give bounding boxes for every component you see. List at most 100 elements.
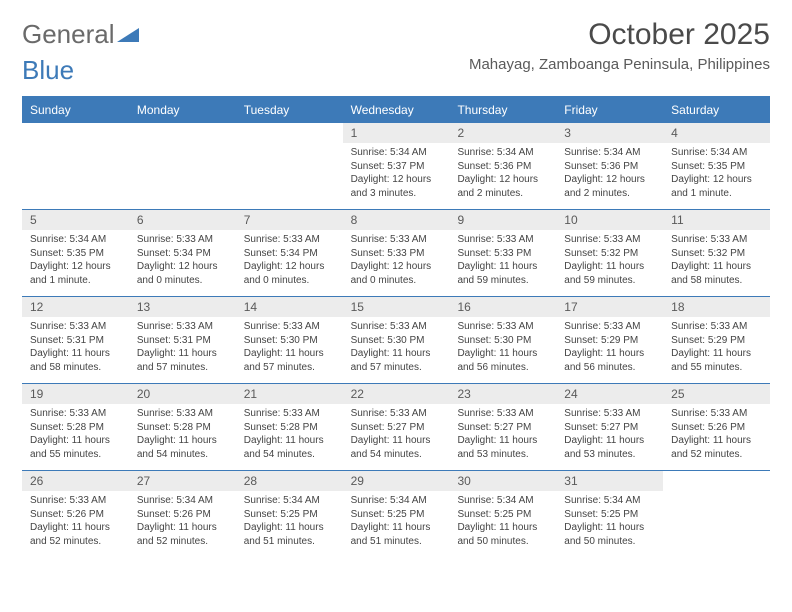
sunrise-text: Sunrise: 5:33 AM	[244, 233, 335, 247]
daylight-text: Daylight: 12 hours and 2 minutes.	[457, 173, 548, 200]
daylight-text: Daylight: 11 hours and 53 minutes.	[457, 434, 548, 461]
day-cell: 29Sunrise: 5:34 AMSunset: 5:25 PMDayligh…	[343, 470, 450, 556]
day-cell: 26Sunrise: 5:33 AMSunset: 5:26 PMDayligh…	[22, 470, 129, 556]
day-cell: 1Sunrise: 5:34 AMSunset: 5:37 PMDaylight…	[343, 122, 450, 208]
day-cell: 5Sunrise: 5:34 AMSunset: 5:35 PMDaylight…	[22, 209, 129, 295]
day-number: 15	[343, 296, 450, 317]
day-cell: 8Sunrise: 5:33 AMSunset: 5:33 PMDaylight…	[343, 209, 450, 295]
day-number: 14	[236, 296, 343, 317]
daylight-text: Daylight: 11 hours and 54 minutes.	[137, 434, 228, 461]
day-cell: 27Sunrise: 5:34 AMSunset: 5:26 PMDayligh…	[129, 470, 236, 556]
sunset-text: Sunset: 5:25 PM	[457, 508, 548, 522]
sunset-text: Sunset: 5:28 PM	[244, 421, 335, 435]
day-cell: 15Sunrise: 5:33 AMSunset: 5:30 PMDayligh…	[343, 296, 450, 382]
day-cell	[236, 122, 343, 208]
sunset-text: Sunset: 5:26 PM	[671, 421, 762, 435]
daylight-text: Daylight: 11 hours and 55 minutes.	[671, 347, 762, 374]
sunset-text: Sunset: 5:25 PM	[564, 508, 655, 522]
day-cell: 9Sunrise: 5:33 AMSunset: 5:33 PMDaylight…	[449, 209, 556, 295]
day-cell: 30Sunrise: 5:34 AMSunset: 5:25 PMDayligh…	[449, 470, 556, 556]
daylight-text: Daylight: 11 hours and 54 minutes.	[244, 434, 335, 461]
sunrise-text: Sunrise: 5:33 AM	[351, 233, 442, 247]
sunset-text: Sunset: 5:35 PM	[671, 160, 762, 174]
sunrise-text: Sunrise: 5:33 AM	[671, 407, 762, 421]
day-number-empty	[22, 122, 129, 142]
day-info: Sunrise: 5:33 AMSunset: 5:27 PMDaylight:…	[343, 404, 450, 469]
sunrise-text: Sunrise: 5:34 AM	[457, 494, 548, 508]
daylight-text: Daylight: 12 hours and 3 minutes.	[351, 173, 442, 200]
day-number: 29	[343, 470, 450, 491]
sunset-text: Sunset: 5:37 PM	[351, 160, 442, 174]
sunrise-text: Sunrise: 5:33 AM	[351, 407, 442, 421]
logo-triangle-icon	[117, 18, 139, 49]
day-number: 26	[22, 470, 129, 491]
sunrise-text: Sunrise: 5:33 AM	[671, 320, 762, 334]
day-info: Sunrise: 5:34 AMSunset: 5:35 PMDaylight:…	[22, 230, 129, 295]
sunset-text: Sunset: 5:28 PM	[30, 421, 121, 435]
week-row: 26Sunrise: 5:33 AMSunset: 5:26 PMDayligh…	[22, 470, 770, 557]
weekday-header: Wednesday	[343, 98, 450, 122]
day-info: Sunrise: 5:33 AMSunset: 5:30 PMDaylight:…	[236, 317, 343, 382]
day-info: Sunrise: 5:34 AMSunset: 5:35 PMDaylight:…	[663, 143, 770, 208]
weeks-container: 1Sunrise: 5:34 AMSunset: 5:37 PMDaylight…	[22, 122, 770, 557]
sunrise-text: Sunrise: 5:34 AM	[564, 494, 655, 508]
day-number: 9	[449, 209, 556, 230]
week-row: 12Sunrise: 5:33 AMSunset: 5:31 PMDayligh…	[22, 296, 770, 383]
sunset-text: Sunset: 5:36 PM	[457, 160, 548, 174]
day-number: 31	[556, 470, 663, 491]
sunset-text: Sunset: 5:30 PM	[351, 334, 442, 348]
sunset-text: Sunset: 5:26 PM	[137, 508, 228, 522]
day-cell: 20Sunrise: 5:33 AMSunset: 5:28 PMDayligh…	[129, 383, 236, 469]
day-info: Sunrise: 5:33 AMSunset: 5:28 PMDaylight:…	[236, 404, 343, 469]
sunrise-text: Sunrise: 5:33 AM	[137, 233, 228, 247]
sunset-text: Sunset: 5:30 PM	[457, 334, 548, 348]
sunset-text: Sunset: 5:27 PM	[351, 421, 442, 435]
sunrise-text: Sunrise: 5:33 AM	[137, 407, 228, 421]
daylight-text: Daylight: 11 hours and 51 minutes.	[351, 521, 442, 548]
daylight-text: Daylight: 12 hours and 0 minutes.	[351, 260, 442, 287]
sunset-text: Sunset: 5:36 PM	[564, 160, 655, 174]
day-cell: 21Sunrise: 5:33 AMSunset: 5:28 PMDayligh…	[236, 383, 343, 469]
day-info: Sunrise: 5:34 AMSunset: 5:25 PMDaylight:…	[449, 491, 556, 556]
day-cell: 18Sunrise: 5:33 AMSunset: 5:29 PMDayligh…	[663, 296, 770, 382]
week-row: 19Sunrise: 5:33 AMSunset: 5:28 PMDayligh…	[22, 383, 770, 470]
sunset-text: Sunset: 5:31 PM	[30, 334, 121, 348]
sunset-text: Sunset: 5:29 PM	[671, 334, 762, 348]
day-info: Sunrise: 5:33 AMSunset: 5:26 PMDaylight:…	[22, 491, 129, 556]
weekday-header: Sunday	[22, 98, 129, 122]
daylight-text: Daylight: 11 hours and 53 minutes.	[564, 434, 655, 461]
daylight-text: Daylight: 12 hours and 0 minutes.	[137, 260, 228, 287]
daylight-text: Daylight: 11 hours and 52 minutes.	[30, 521, 121, 548]
sunset-text: Sunset: 5:32 PM	[564, 247, 655, 261]
daylight-text: Daylight: 11 hours and 52 minutes.	[137, 521, 228, 548]
sunset-text: Sunset: 5:27 PM	[457, 421, 548, 435]
daylight-text: Daylight: 11 hours and 51 minutes.	[244, 521, 335, 548]
sunrise-text: Sunrise: 5:33 AM	[457, 320, 548, 334]
day-number: 12	[22, 296, 129, 317]
sunrise-text: Sunrise: 5:34 AM	[351, 494, 442, 508]
day-number: 23	[449, 383, 556, 404]
sunset-text: Sunset: 5:27 PM	[564, 421, 655, 435]
daylight-text: Daylight: 11 hours and 59 minutes.	[457, 260, 548, 287]
day-info: Sunrise: 5:33 AMSunset: 5:31 PMDaylight:…	[22, 317, 129, 382]
sunrise-text: Sunrise: 5:33 AM	[30, 407, 121, 421]
day-number: 22	[343, 383, 450, 404]
day-info: Sunrise: 5:33 AMSunset: 5:32 PMDaylight:…	[663, 230, 770, 295]
day-number: 8	[343, 209, 450, 230]
daylight-text: Daylight: 12 hours and 2 minutes.	[564, 173, 655, 200]
day-number: 3	[556, 122, 663, 143]
week-row: 5Sunrise: 5:34 AMSunset: 5:35 PMDaylight…	[22, 209, 770, 296]
weekday-header-row: SundayMondayTuesdayWednesdayThursdayFrid…	[22, 98, 770, 122]
day-info: Sunrise: 5:33 AMSunset: 5:26 PMDaylight:…	[663, 404, 770, 469]
sunset-text: Sunset: 5:25 PM	[244, 508, 335, 522]
day-cell	[22, 122, 129, 208]
weekday-header: Friday	[556, 98, 663, 122]
day-cell: 14Sunrise: 5:33 AMSunset: 5:30 PMDayligh…	[236, 296, 343, 382]
day-cell: 28Sunrise: 5:34 AMSunset: 5:25 PMDayligh…	[236, 470, 343, 556]
day-cell: 4Sunrise: 5:34 AMSunset: 5:35 PMDaylight…	[663, 122, 770, 208]
daylight-text: Daylight: 11 hours and 56 minutes.	[457, 347, 548, 374]
sunset-text: Sunset: 5:30 PM	[244, 334, 335, 348]
day-number: 28	[236, 470, 343, 491]
day-info: Sunrise: 5:33 AMSunset: 5:28 PMDaylight:…	[22, 404, 129, 469]
day-cell	[129, 122, 236, 208]
